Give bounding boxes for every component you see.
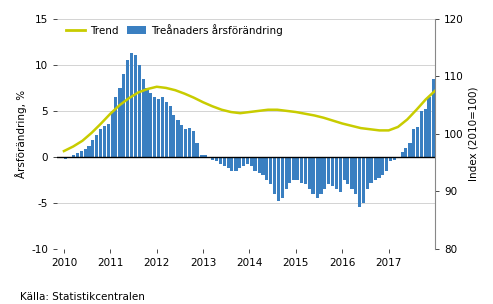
Bar: [95, 135, 99, 157]
Bar: [161, 97, 164, 157]
Bar: [250, 157, 253, 166]
Bar: [230, 157, 234, 171]
Bar: [392, 157, 396, 160]
Bar: [153, 97, 156, 157]
Bar: [188, 128, 191, 157]
Bar: [227, 157, 230, 168]
Bar: [238, 157, 242, 168]
Bar: [219, 157, 222, 164]
Bar: [369, 157, 373, 182]
Bar: [404, 148, 407, 157]
Bar: [157, 99, 160, 157]
Bar: [176, 120, 179, 157]
Bar: [138, 65, 141, 157]
Bar: [261, 157, 265, 175]
Bar: [432, 79, 435, 157]
Bar: [284, 157, 288, 189]
Bar: [110, 111, 114, 157]
Bar: [180, 125, 183, 157]
Bar: [416, 127, 419, 157]
Bar: [118, 88, 122, 157]
Bar: [292, 157, 296, 180]
Bar: [408, 143, 412, 157]
Bar: [331, 157, 334, 186]
Bar: [172, 116, 176, 157]
Bar: [72, 155, 75, 157]
Bar: [84, 150, 87, 157]
Bar: [149, 92, 152, 157]
Bar: [126, 60, 129, 157]
Bar: [114, 97, 117, 157]
Bar: [99, 129, 102, 157]
Bar: [79, 151, 83, 157]
Bar: [169, 106, 172, 157]
Bar: [362, 157, 365, 203]
Bar: [343, 157, 346, 180]
Bar: [354, 157, 357, 194]
Bar: [130, 53, 133, 157]
Bar: [400, 152, 404, 157]
Bar: [300, 157, 303, 182]
Bar: [196, 143, 199, 157]
Bar: [346, 157, 350, 185]
Bar: [296, 157, 299, 180]
Bar: [184, 129, 187, 157]
Bar: [335, 157, 338, 189]
Bar: [273, 157, 276, 194]
Bar: [235, 157, 238, 171]
Bar: [385, 157, 388, 171]
Bar: [246, 157, 249, 164]
Bar: [381, 157, 384, 175]
Bar: [412, 129, 415, 157]
Legend: Trend, Treånaders årsförändring: Trend, Treånaders årsförändring: [62, 20, 287, 40]
Bar: [281, 157, 284, 198]
Y-axis label: Index (2010=100): Index (2010=100): [468, 87, 478, 181]
Bar: [288, 157, 291, 182]
Bar: [204, 155, 207, 157]
Text: Källa: Statistikcentralen: Källa: Statistikcentralen: [20, 292, 144, 302]
Bar: [327, 157, 330, 185]
Bar: [427, 97, 430, 157]
Bar: [242, 157, 245, 166]
Bar: [211, 157, 214, 160]
Bar: [277, 157, 280, 201]
Bar: [122, 74, 125, 157]
Bar: [323, 157, 326, 189]
Bar: [165, 102, 168, 157]
Bar: [87, 146, 91, 157]
Bar: [91, 140, 94, 157]
Bar: [269, 157, 273, 185]
Bar: [76, 153, 79, 157]
Bar: [351, 157, 353, 189]
Bar: [389, 157, 392, 161]
Bar: [358, 157, 361, 207]
Y-axis label: Årsförändring, %: Årsförändring, %: [15, 90, 27, 178]
Bar: [145, 88, 148, 157]
Bar: [192, 131, 195, 157]
Bar: [308, 157, 311, 189]
Bar: [319, 157, 322, 194]
Bar: [374, 157, 377, 180]
Bar: [316, 157, 319, 198]
Bar: [377, 157, 381, 178]
Bar: [312, 157, 315, 194]
Bar: [223, 157, 226, 166]
Bar: [134, 55, 137, 157]
Bar: [141, 79, 145, 157]
Bar: [304, 157, 307, 185]
Bar: [253, 157, 257, 171]
Bar: [215, 157, 218, 161]
Bar: [339, 157, 342, 192]
Bar: [265, 157, 268, 180]
Bar: [258, 157, 261, 173]
Bar: [200, 155, 203, 157]
Bar: [103, 126, 106, 157]
Bar: [64, 157, 68, 159]
Bar: [107, 124, 110, 157]
Bar: [420, 111, 423, 157]
Bar: [366, 157, 369, 189]
Bar: [424, 109, 427, 157]
